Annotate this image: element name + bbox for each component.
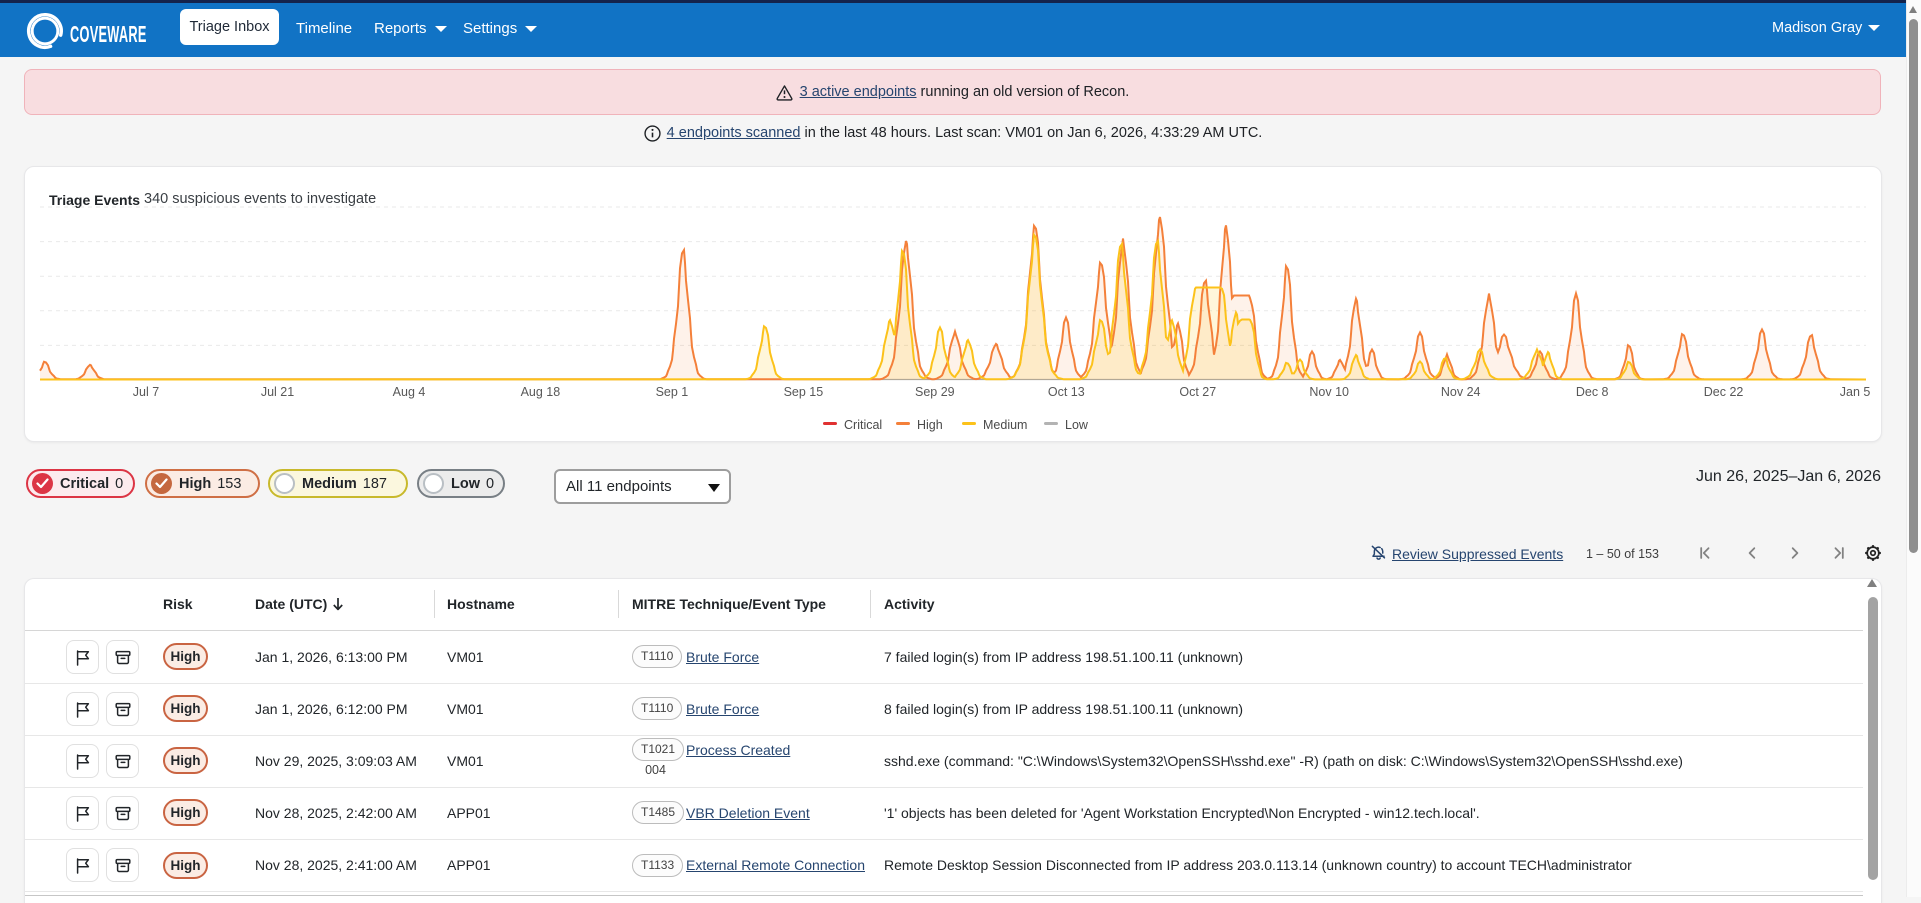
svg-text:Critical: Critical xyxy=(844,418,882,432)
svg-text:Jul 21: Jul 21 xyxy=(261,385,294,399)
svg-text:Jan 5: Jan 5 xyxy=(1840,385,1871,399)
svg-text:Dec 22: Dec 22 xyxy=(1704,385,1744,399)
svg-text:Oct 13: Oct 13 xyxy=(1048,385,1085,399)
svg-text:Oct 27: Oct 27 xyxy=(1179,385,1216,399)
svg-text:Nov 10: Nov 10 xyxy=(1309,385,1349,399)
svg-text:Medium: Medium xyxy=(983,418,1027,432)
svg-text:Nov 24: Nov 24 xyxy=(1441,385,1481,399)
svg-text:Sep 29: Sep 29 xyxy=(915,385,955,399)
svg-text:Aug 18: Aug 18 xyxy=(521,385,561,399)
svg-text:Jul 7: Jul 7 xyxy=(133,385,159,399)
svg-text:Sep 15: Sep 15 xyxy=(784,385,824,399)
svg-text:Dec 8: Dec 8 xyxy=(1576,385,1609,399)
svg-text:Low: Low xyxy=(1065,418,1089,432)
svg-text:Aug 4: Aug 4 xyxy=(393,385,426,399)
svg-text:High: High xyxy=(917,418,943,432)
svg-text:Sep 1: Sep 1 xyxy=(656,385,689,399)
